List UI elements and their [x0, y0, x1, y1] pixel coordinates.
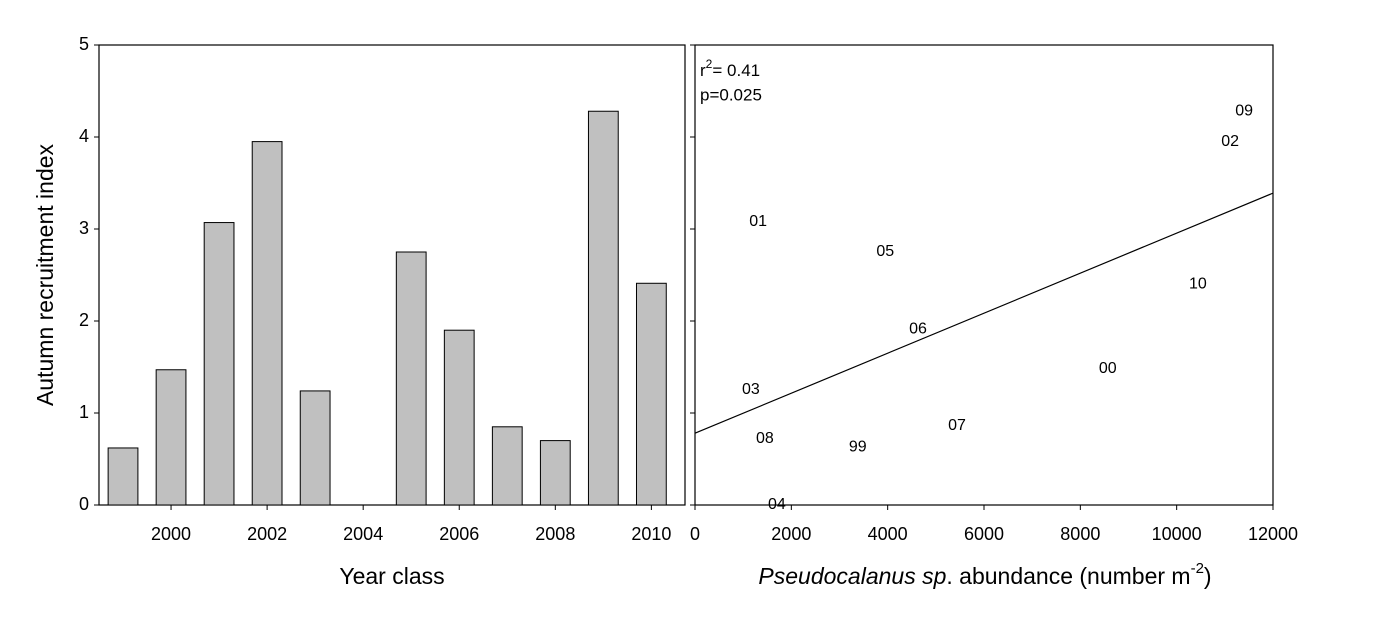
p-value: p=0.025 — [700, 85, 762, 104]
y-tick-label: 0 — [79, 494, 89, 514]
point-label: 02 — [1221, 133, 1239, 150]
x-tick-label: 2008 — [535, 524, 575, 544]
bar — [587, 110, 619, 506]
point-label: 07 — [948, 417, 966, 434]
plot-frame — [694, 44, 1274, 506]
x-tick-label: 2010 — [631, 524, 671, 544]
fit-line — [694, 192, 1274, 434]
r-sup: 2 — [706, 57, 713, 71]
bar — [203, 222, 235, 506]
x-tick-label: 12000 — [1248, 524, 1298, 544]
point-label: 05 — [876, 243, 894, 260]
y-tick-label: 2 — [79, 310, 89, 330]
y-tick-label: 5 — [79, 34, 89, 54]
point-label: 06 — [909, 320, 927, 337]
x-tick-label: 10000 — [1152, 524, 1202, 544]
point-label: 10 — [1189, 275, 1207, 292]
point-label: 09 — [1235, 102, 1253, 119]
x-axis-title-italic: Pseudocalanus sp — [758, 563, 946, 589]
x-tick-label: 6000 — [964, 524, 1004, 544]
x-axis-title: Pseudocalanus sp. abundance (number m-2) — [758, 560, 1211, 589]
x-tick-label: 2002 — [247, 524, 287, 544]
y-tick-label: 1 — [79, 402, 89, 422]
x-tick-label: 8000 — [1060, 524, 1100, 544]
x-tick-label: 2000 — [771, 524, 811, 544]
bar — [635, 282, 667, 506]
r-text: = 0.41 — [712, 61, 760, 80]
point-label: 00 — [1099, 360, 1117, 377]
r: r — [700, 61, 706, 80]
r-squared: r2= 0.41 — [700, 57, 760, 80]
x-axis-title: Year class — [339, 563, 444, 589]
plot-frame — [98, 44, 686, 506]
point-label: 99 — [849, 438, 867, 455]
y-tick-label: 3 — [79, 218, 89, 238]
point-label: 04 — [768, 496, 786, 513]
x-tick-label: 2000 — [151, 524, 191, 544]
x-tick-label: 2006 — [439, 524, 479, 544]
bar — [155, 369, 187, 506]
bar — [491, 426, 523, 506]
bar — [539, 440, 571, 506]
x-axis-title-end: ) — [1204, 563, 1212, 589]
x-axis-title-sup: -2 — [1191, 560, 1204, 577]
bar — [251, 141, 283, 506]
x-tick-label: 0 — [690, 524, 700, 544]
bar — [107, 447, 139, 506]
point-label: 03 — [742, 381, 760, 398]
bar — [299, 390, 331, 506]
x-tick-label: 2004 — [343, 524, 383, 544]
point-label: 01 — [749, 213, 767, 230]
bar — [395, 251, 427, 506]
x-axis-title-text: . abundance (number m — [946, 563, 1190, 589]
point-label: 08 — [756, 430, 774, 447]
y-axis-title: Autumn recruitment index — [32, 143, 58, 406]
bar — [443, 329, 475, 506]
y-tick-label: 4 — [79, 126, 89, 146]
x-tick-label: 4000 — [868, 524, 908, 544]
